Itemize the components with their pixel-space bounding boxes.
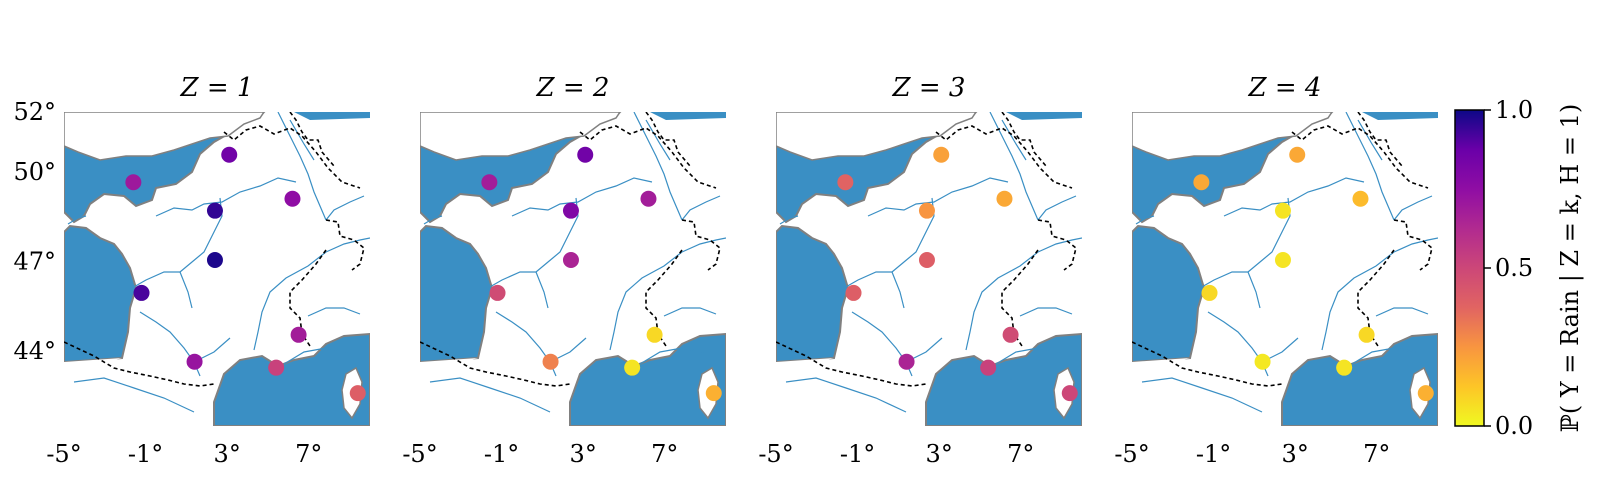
station-point — [1352, 190, 1369, 207]
station-point — [206, 202, 223, 219]
station-point — [705, 385, 722, 402]
station-point — [206, 252, 223, 269]
station-point — [562, 202, 579, 219]
station-point — [640, 190, 657, 207]
station-point — [1274, 252, 1291, 269]
x-tick-label: -1° — [1196, 440, 1231, 468]
colorbar: 1.0 0.5 0.0 ℙ( Y = Rain | Z = k, H = 1) — [1454, 96, 1585, 440]
basemap — [64, 112, 370, 426]
panel-title: Z = 4 — [1248, 73, 1322, 103]
station-point — [481, 174, 498, 191]
station-point — [933, 146, 950, 163]
station-point — [980, 359, 997, 376]
x-tick-label: 3° — [570, 440, 597, 468]
station-point — [1193, 174, 1210, 191]
x-tick-label: 3° — [926, 440, 953, 468]
station-point — [1336, 359, 1353, 376]
y-tick-label: 44° — [13, 337, 56, 365]
station-point — [1061, 385, 1078, 402]
station-point — [1201, 284, 1218, 301]
basemap — [776, 112, 1082, 426]
station-point — [845, 284, 862, 301]
x-tick-label: -5° — [402, 440, 437, 468]
panel-title: Z = 1 — [180, 73, 254, 103]
panel-title: Z = 2 — [536, 73, 610, 103]
basemap — [420, 112, 726, 426]
y-tick-label: 52° — [13, 98, 56, 126]
station-point — [186, 353, 203, 370]
station-point — [918, 252, 935, 269]
x-tick-label: -5° — [758, 440, 793, 468]
station-point — [268, 359, 285, 376]
station-point — [221, 146, 238, 163]
x-tick-label: 7° — [1363, 440, 1390, 468]
station-point — [489, 284, 506, 301]
panel-title: Z = 3 — [892, 73, 966, 103]
station-point — [1358, 326, 1375, 343]
colorbar-label: ℙ( Y = Rain | Z = k, H = 1) — [1556, 104, 1585, 432]
colorbar-tick-bottom: 0.0 — [1495, 412, 1533, 440]
station-point — [1417, 385, 1434, 402]
basemap — [1132, 112, 1438, 426]
station-point — [1254, 353, 1271, 370]
map-panel-1: Z = 1 -5° -1° 3° 7° 52° 50° 47° 44° — [13, 73, 370, 468]
map-panel-2: Z = 2 -5° -1° 3° 7° — [402, 73, 726, 468]
station-point — [349, 385, 366, 402]
station-point — [1274, 202, 1291, 219]
station-point — [290, 326, 307, 343]
station-point — [646, 326, 663, 343]
x-tick-label: 7° — [295, 440, 322, 468]
y-tick-label: 47° — [13, 248, 56, 276]
station-point — [562, 252, 579, 269]
colorbar-tick-top: 1.0 — [1495, 96, 1533, 124]
station-point — [1289, 146, 1306, 163]
station-point — [577, 146, 594, 163]
x-tick-label: -5° — [1114, 440, 1149, 468]
colorbar-gradient — [1454, 109, 1485, 427]
station-point — [125, 174, 142, 191]
map-panel-3: Z = 3 -5° -1° 3° 7° — [758, 73, 1082, 468]
station-point — [284, 190, 301, 207]
station-point — [918, 202, 935, 219]
station-point — [1002, 326, 1019, 343]
station-point — [996, 190, 1013, 207]
station-point — [542, 353, 559, 370]
map-panel-4: Z = 4 -5° -1° 3° 7° — [1114, 73, 1438, 468]
x-tick-label: -1° — [840, 440, 875, 468]
y-tick-label: 50° — [13, 158, 56, 186]
station-point — [837, 174, 854, 191]
x-tick-label: -1° — [484, 440, 519, 468]
x-tick-label: -5° — [46, 440, 81, 468]
colorbar-tick-mid: 0.5 — [1495, 254, 1533, 282]
x-tick-label: 3° — [214, 440, 241, 468]
x-tick-label: 7° — [651, 440, 678, 468]
station-point — [898, 353, 915, 370]
station-point — [624, 359, 641, 376]
x-tick-label: -1° — [128, 440, 163, 468]
x-tick-label: 7° — [1007, 440, 1034, 468]
station-point — [133, 284, 150, 301]
x-tick-label: 3° — [1282, 440, 1309, 468]
